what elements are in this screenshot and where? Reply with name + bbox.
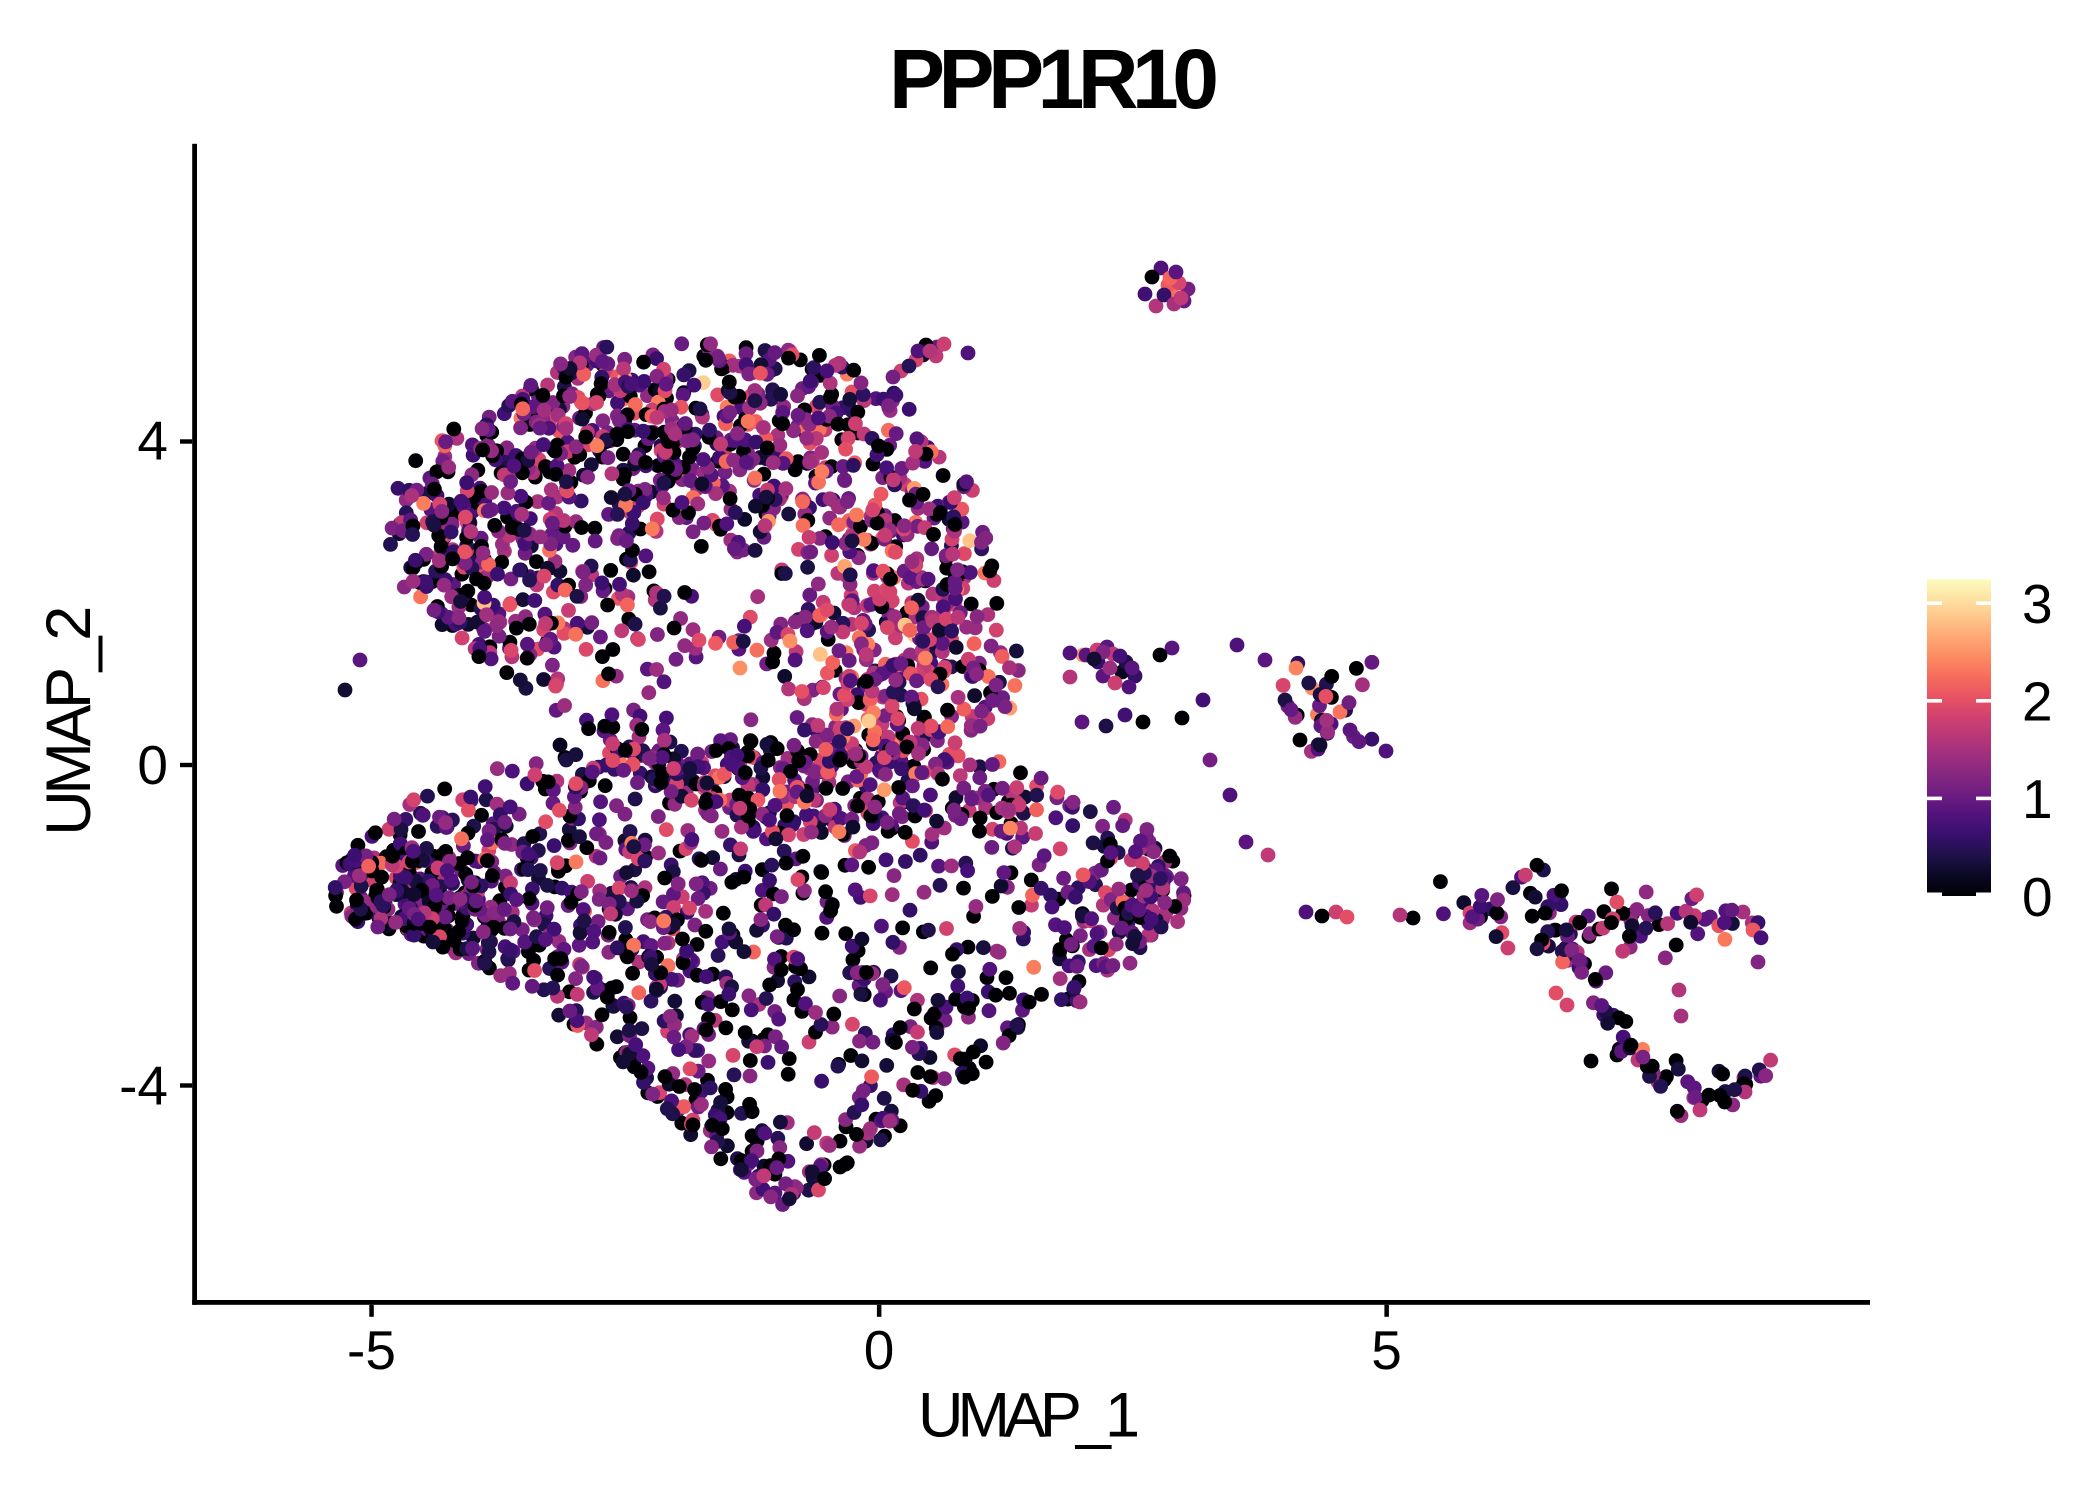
svg-text:-4: -4 — [119, 1055, 168, 1117]
svg-text:PPP1R10: PPP1R10 — [889, 32, 1219, 126]
svg-text:0: 0 — [864, 1319, 895, 1381]
svg-text:0: 0 — [2022, 866, 2053, 928]
svg-text:UMAP_2: UMAP_2 — [34, 606, 104, 836]
svg-text:1: 1 — [2022, 768, 2053, 830]
svg-text:UMAP_1: UMAP_1 — [918, 1381, 1140, 1451]
svg-text:-5: -5 — [347, 1319, 396, 1381]
svg-text:0: 0 — [137, 734, 168, 796]
svg-text:2: 2 — [2022, 671, 2053, 733]
svg-text:5: 5 — [1371, 1319, 1402, 1381]
svg-text:4: 4 — [137, 410, 168, 472]
svg-text:3: 3 — [2022, 573, 2053, 635]
